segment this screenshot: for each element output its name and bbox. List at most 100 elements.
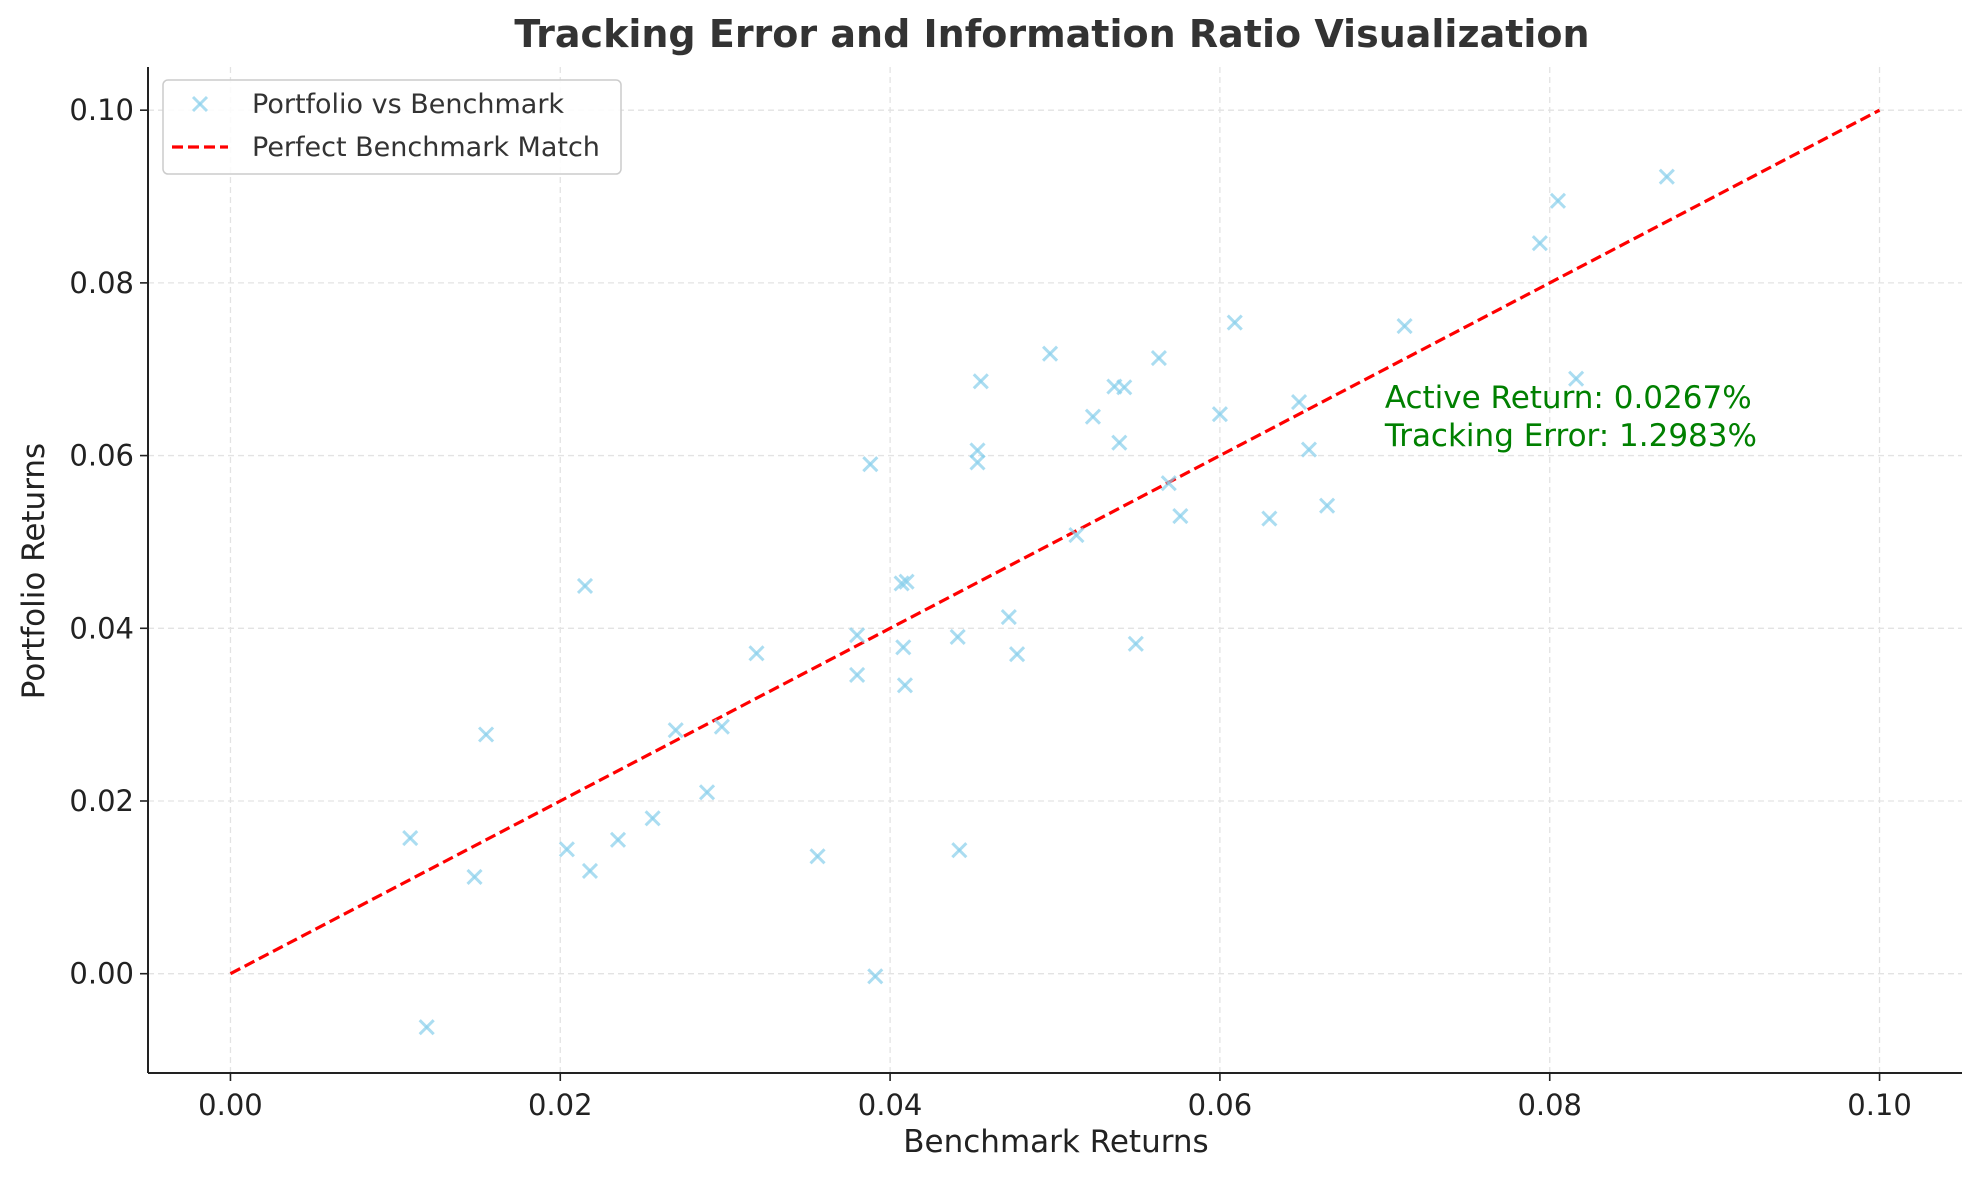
reference-line: [229, 108, 1881, 976]
legend-label-scatter: Portfolio vs Benchmark: [252, 89, 564, 120]
scatter-point-20: [896, 677, 913, 694]
x-tick-label-1: 0.02: [528, 1088, 593, 1122]
scatter-point-stroke-b: [1000, 609, 1017, 626]
scatter-point-17: [867, 968, 884, 985]
scatter-point-14: [849, 627, 866, 644]
scatter-point-45: [1396, 317, 1413, 335]
scatter-point-stroke-b: [969, 454, 986, 471]
scatter-point-stroke-b: [949, 628, 966, 645]
scatter-point-42: [1291, 393, 1308, 411]
scatter-point-0: [418, 1019, 435, 1036]
scatter-point-stroke-b: [1319, 497, 1336, 514]
annotation-line-0: Active Return: 0.0267%: [1385, 380, 1752, 416]
scatter-point-stroke-b: [713, 718, 730, 735]
y-tick-label-3: 0.06: [69, 439, 134, 473]
scatter-point-29: [1041, 345, 1059, 362]
scatter-point-44: [1319, 497, 1336, 514]
ticks: 0.00 0.02 0.04 0.06 0.08 0.10 0.00 0.02 0.04 0.06…: [69, 93, 1911, 1122]
scatter-point-37: [1160, 475, 1177, 492]
scatter-point-40: [1226, 314, 1243, 331]
scatter-point-stroke-b: [1111, 434, 1128, 451]
scatter-point-stroke-b: [576, 577, 594, 595]
scatter-point-4: [558, 841, 575, 858]
annotations: Active Return: 0.0267%Tracking Error: 1.…: [1384, 380, 1757, 454]
scatter-point-39: [1211, 406, 1228, 423]
scatter-point-stroke-b: [1009, 646, 1026, 663]
scatter-point-stroke-b: [895, 639, 912, 656]
scatter-point-23: [951, 842, 968, 859]
x-tick-label-5: 0.10: [1847, 1088, 1912, 1122]
scatter-point-stroke-b: [849, 627, 866, 644]
x-tick-label-4: 0.08: [1517, 1088, 1582, 1122]
scatter-point-stroke-b: [1172, 507, 1189, 525]
scatter-point-2: [466, 868, 483, 886]
scatter-point-stroke-b: [418, 1019, 435, 1036]
scatter-point-stroke-b: [1531, 235, 1548, 252]
scatter-points: [402, 168, 1675, 1036]
legend-marker-scatter: [191, 95, 209, 113]
x-tick-label-3: 0.06: [1188, 1088, 1253, 1122]
y-tick-label-2: 0.04: [69, 611, 134, 645]
scatter-point-stroke-b: [1041, 345, 1059, 362]
scatter-point-31: [1084, 408, 1101, 425]
scatter-point-33: [1111, 434, 1128, 451]
legend-box: [162, 79, 622, 175]
annotation-line-1: Tracking Error: 1.2983%: [1384, 418, 1757, 454]
scatter-point-16: [862, 456, 879, 473]
scatter-point-stroke-b: [558, 841, 575, 858]
axes: [147, 67, 1962, 1074]
scatter-point-12: [748, 645, 765, 662]
legend-label-line: Perfect Benchmark Match: [252, 132, 600, 163]
y-tick-label-4: 0.08: [69, 266, 134, 300]
scatter-point-28: [1009, 646, 1026, 663]
scatter-point-stroke-b: [969, 442, 986, 459]
scatter-point-26: [972, 373, 989, 390]
scatter-point-48: [1568, 370, 1585, 387]
reference-line-layer: [229, 108, 1881, 976]
scatter-point-stroke-b: [862, 456, 879, 473]
scatter-point-38: [1172, 507, 1189, 525]
scatter-point-36: [1150, 349, 1167, 367]
scatter-point-stroke-b: [644, 810, 661, 827]
scatter-point-stroke-b: [478, 726, 495, 743]
scatter-point-35: [1127, 635, 1144, 652]
scatter-point-stroke-b: [581, 862, 599, 879]
scatter-point-stroke-b: [1084, 408, 1101, 425]
scatter-point-stroke-b: [1068, 526, 1085, 544]
scatter-point-46: [1531, 235, 1548, 252]
scatter-point-stroke-b: [898, 573, 915, 590]
scatter-point-stroke-b: [1568, 370, 1585, 387]
scatter-point-stroke-b: [1211, 406, 1228, 423]
scatter-point-stroke-b: [1150, 349, 1167, 367]
scatter-point-stroke-b: [972, 373, 989, 390]
scatter-point-13: [809, 848, 826, 865]
scatter-point-25: [969, 454, 986, 471]
scatter-point-stroke-b: [1127, 635, 1144, 652]
scatter-point-43: [1300, 441, 1318, 458]
scatter-point-10: [698, 784, 716, 801]
scatter-point-stroke-b: [466, 868, 483, 886]
scatter-point-6: [581, 862, 599, 879]
scatter-point-stroke-b: [698, 784, 716, 801]
scatter-point-18: [893, 575, 910, 592]
y-tick-label-0: 0.00: [69, 957, 134, 991]
scatter-point-stroke-b: [1291, 393, 1308, 411]
scatter-point-stroke-b: [867, 968, 884, 985]
scatter-point-19: [895, 639, 912, 656]
scatter-point-3: [478, 726, 495, 743]
y-axis-label: Portfolio Returns: [16, 443, 52, 699]
scatter-point-5: [576, 577, 594, 595]
scatter-point-stroke-b: [1300, 441, 1318, 458]
scatter-point-stroke-b: [609, 831, 627, 848]
x-axis-label: Benchmark Returns: [903, 1124, 1208, 1160]
x-tick-label-2: 0.04: [858, 1088, 923, 1122]
scatter-point-11: [713, 718, 730, 735]
scatter-point-1: [402, 830, 419, 847]
scatter-point-stroke-b: [1160, 475, 1177, 492]
scatter-point-stroke-b: [809, 848, 826, 865]
scatter-point-9: [667, 722, 684, 739]
scatter-point-stroke-b: [402, 830, 419, 847]
chart-title: Tracking Error and Information Ratio Vis…: [514, 12, 1589, 56]
